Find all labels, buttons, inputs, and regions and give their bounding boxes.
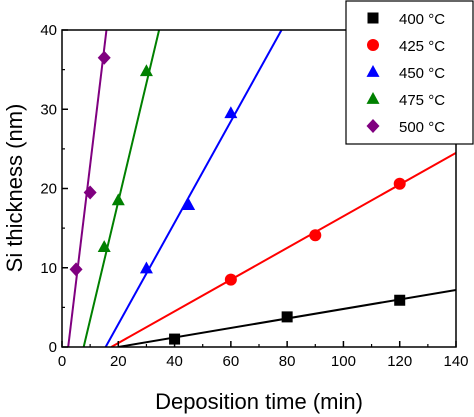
data-point-series-1 — [309, 229, 322, 242]
y-axis-title: Si thickness (nm) — [2, 104, 27, 273]
x-tick-label: 140 — [443, 353, 468, 370]
data-point-series-4 — [97, 50, 111, 65]
y-tick-label: 20 — [40, 181, 57, 198]
data-point-series-4 — [83, 185, 97, 200]
data-point-series-3 — [139, 64, 153, 77]
data-point-series-0 — [394, 294, 406, 306]
legend-marker — [367, 12, 379, 24]
legend-marker — [366, 92, 380, 104]
x-tick-label: 60 — [223, 353, 240, 370]
y-tick-label: 10 — [40, 260, 57, 277]
data-point-series-3 — [111, 193, 125, 206]
x-tick-label: 120 — [387, 353, 412, 370]
data-point-series-0 — [281, 311, 293, 323]
legend-box — [345, 0, 474, 145]
x-tick-label: 40 — [166, 353, 183, 370]
data-point-series-2 — [224, 106, 238, 119]
x-tick-label: 0 — [58, 353, 66, 370]
legend-label: 450 °C — [399, 65, 445, 82]
legend: 400 °C 425 °C 450 °C 475 °C 500 °C — [345, 0, 474, 145]
data-point-series-0 — [169, 333, 181, 345]
data-point-series-2 — [139, 261, 153, 274]
legend-label: 425 °C — [399, 38, 445, 55]
legend-label: 500 °C — [399, 119, 445, 136]
x-tick-label: 80 — [279, 353, 296, 370]
data-point-series-1 — [393, 177, 406, 190]
x-tick-label: 100 — [331, 353, 356, 370]
fit-line-series-2 — [104, 30, 283, 347]
legend-label: 475 °C — [399, 92, 445, 109]
data-point-series-1 — [224, 273, 237, 286]
data-point-series-4 — [69, 262, 83, 277]
x-tick-label: 20 — [110, 353, 127, 370]
data-point-series-2 — [182, 198, 196, 211]
legend-marker — [366, 65, 380, 77]
legend-label: 400 °C — [399, 11, 445, 28]
y-tick-label: 0 — [49, 339, 57, 356]
x-axis-title: Deposition time (min) — [155, 389, 363, 414]
legend-marker — [367, 39, 379, 51]
fit-line-series-3 — [82, 30, 161, 347]
y-tick-label: 40 — [40, 22, 57, 39]
data-point-series-3 — [97, 240, 111, 253]
y-tick-label: 30 — [40, 101, 57, 118]
legend-marker — [366, 119, 380, 133]
